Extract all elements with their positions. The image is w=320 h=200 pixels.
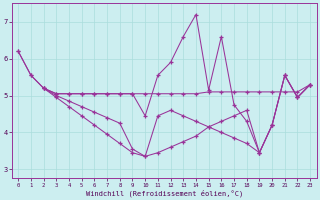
X-axis label: Windchill (Refroidissement éolien,°C): Windchill (Refroidissement éolien,°C) [85, 189, 243, 197]
